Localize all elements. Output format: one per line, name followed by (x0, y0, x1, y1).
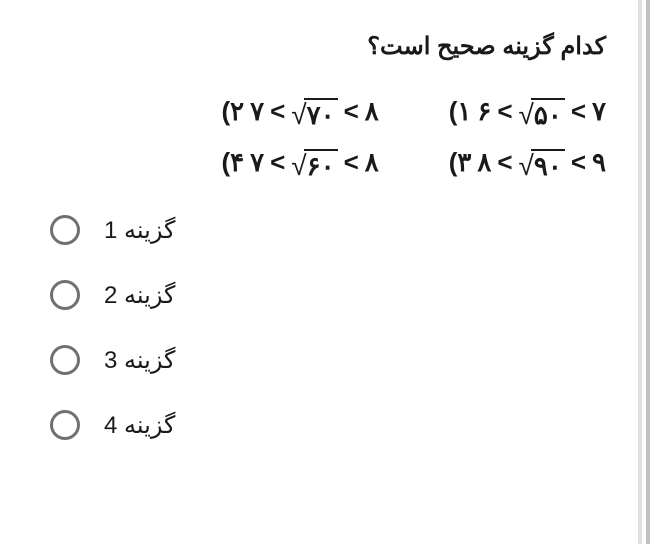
math-sqrt-1: ۵۰ (531, 98, 565, 131)
answer-option-1[interactable]: گزینه 1 (50, 215, 175, 245)
math-option-1: ۱) ۶ < √۵۰ < ۷ (449, 92, 606, 131)
math-lhs-2: ۷ (250, 96, 264, 127)
math-options-grid: ۱) ۶ < √۵۰ < ۷ ۲) ۷ < √۷۰ < ۸ ۳) ۸ < √۹۰… (0, 92, 646, 194)
radio-icon (50, 280, 80, 310)
math-rhs-1: ۷ (592, 96, 606, 127)
math-label-1: ۱) (449, 96, 472, 127)
math-lhs-3: ۸ (477, 147, 491, 178)
math-option-2: ۲) ۷ < √۷۰ < ۸ (221, 92, 378, 131)
math-label-3: ۳) (449, 147, 472, 178)
answer-label-2: گزینه 2 (104, 281, 175, 310)
answer-option-2[interactable]: گزینه 2 (50, 280, 175, 310)
answer-option-4[interactable]: گزینه 4 (50, 410, 175, 440)
math-lhs-4: ۷ (250, 147, 264, 178)
question-text: کدام گزینه صحیح است؟ (367, 32, 606, 61)
answer-label-4: گزینه 4 (104, 411, 175, 440)
math-lhs-1: ۶ (477, 96, 491, 127)
math-option-3: ۳) ۸ < √۹۰ < ۹ (449, 143, 606, 182)
math-label-4: ۴) (221, 147, 244, 178)
math-rhs-3: ۹ (592, 147, 606, 178)
math-sqrt-2: ۷۰ (304, 98, 338, 131)
math-rhs-2: ۸ (365, 96, 379, 127)
math-sqrt-4: ۶۰ (304, 149, 338, 182)
radio-icon (50, 215, 80, 245)
answer-label-3: گزینه 3 (104, 346, 175, 375)
radio-icon (50, 410, 80, 440)
math-option-4: ۴) ۷ < √۶۰ < ۸ (221, 143, 378, 182)
math-sqrt-3: ۹۰ (531, 149, 565, 182)
radio-icon (50, 345, 80, 375)
answer-label-1: گزینه 1 (104, 216, 175, 245)
answer-option-3[interactable]: گزینه 3 (50, 345, 175, 375)
answer-list: گزینه 1 گزینه 2 گزینه 3 گزینه 4 (50, 215, 175, 475)
math-label-2: ۲) (221, 96, 244, 127)
math-rhs-4: ۸ (365, 147, 379, 178)
